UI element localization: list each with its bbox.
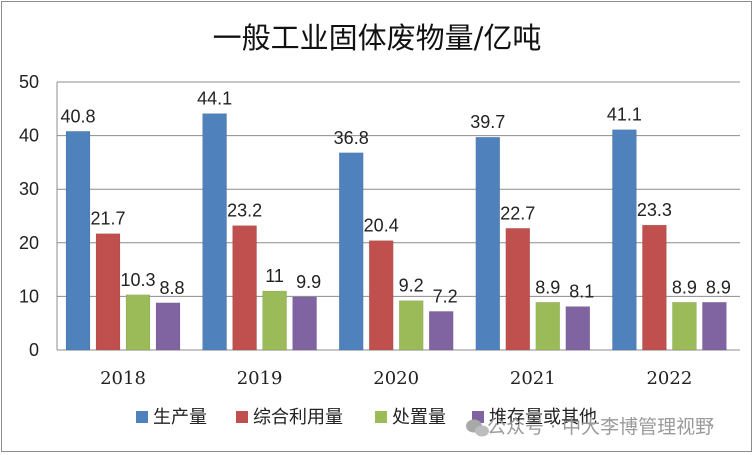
data-label: 20.4: [364, 216, 399, 236]
bar: [95, 233, 121, 351]
x-axis-ticks: 2018 2019 2020 2021 2022: [100, 368, 692, 389]
bar: [232, 225, 257, 351]
x-tick-label: 2018: [100, 368, 146, 389]
data-labels: 40.8 21.7 10.3 8.8 44.1 23.2 11 9.9 36.8 20.4 9.2 7…: [60, 89, 730, 307]
legend: 生产量 综合利用量 处置量 堆存量或其他: [136, 407, 597, 428]
x-tick-label: 2021: [510, 368, 556, 389]
x-tick-label: 2019: [237, 368, 283, 389]
bar: [125, 294, 151, 351]
legend-swatch: [236, 411, 248, 423]
data-label: 21.7: [90, 209, 125, 229]
data-label: 11: [265, 266, 284, 286]
bar: [535, 301, 561, 351]
data-label: 10.3: [120, 270, 155, 290]
legend-label: 综合利用量: [253, 407, 343, 428]
bar: [262, 290, 287, 351]
y-tick-label: 30: [19, 179, 39, 199]
watermark: 公众号 · 中大李博管理视野: [466, 416, 714, 438]
data-label: 8.9: [672, 277, 697, 297]
data-label: 39.7: [470, 112, 505, 132]
data-label: 23.2: [227, 201, 262, 221]
bar: [202, 113, 227, 351]
legend-label: 生产量: [153, 407, 207, 428]
legend-item: 综合利用量: [236, 407, 343, 428]
legend-swatch: [136, 411, 148, 423]
wechat-icon: [466, 419, 489, 437]
bar: [368, 240, 394, 351]
bar: [428, 311, 454, 351]
y-tick-label: 50: [19, 72, 39, 92]
legend-label: 处置量: [392, 407, 446, 428]
bar: [565, 306, 591, 351]
y-tick-label: 40: [19, 126, 39, 146]
data-label: 9.9: [296, 272, 321, 292]
bar: [475, 136, 501, 351]
data-label: 44.1: [197, 89, 232, 109]
bar: [672, 301, 697, 351]
legend-item: 处置量: [375, 407, 446, 428]
data-label: 8.1: [569, 282, 594, 302]
legend-item: 生产量: [136, 407, 207, 428]
bar: [505, 228, 531, 351]
chart-title: 一般工业固体废物量/亿吨: [213, 21, 542, 55]
watermark-text: 公众号 · 中大李博管理视野: [487, 416, 714, 438]
data-label: 22.7: [500, 203, 535, 223]
data-label: 41.1: [607, 105, 642, 125]
y-tick-label: 10: [19, 286, 39, 306]
data-label: 8.8: [159, 278, 184, 298]
data-label: 23.3: [637, 200, 672, 220]
bar: [612, 129, 637, 351]
data-label: 8.9: [706, 277, 731, 297]
data-label: 8.9: [535, 277, 560, 297]
x-tick-label: 2022: [646, 368, 692, 389]
bar: [338, 152, 364, 351]
bar: [702, 301, 727, 351]
bar: [398, 300, 424, 351]
legend-label: 堆存量或其他: [489, 407, 597, 428]
y-tick-label: 0: [29, 340, 39, 360]
bar: [155, 302, 181, 351]
x-tick-label: 2020: [373, 368, 419, 389]
bars: [65, 113, 727, 351]
y-tick-label: 20: [19, 233, 39, 253]
data-label: 7.2: [433, 286, 458, 306]
bar: [642, 224, 667, 351]
data-label: 9.2: [399, 276, 424, 296]
bar: [292, 296, 317, 351]
data-label: 36.8: [334, 128, 369, 148]
data-label: 40.8: [60, 106, 95, 126]
bar: [65, 131, 91, 351]
y-axis-ticks: 0 10 20 30 40 50: [19, 72, 39, 360]
legend-swatch: [375, 411, 387, 423]
